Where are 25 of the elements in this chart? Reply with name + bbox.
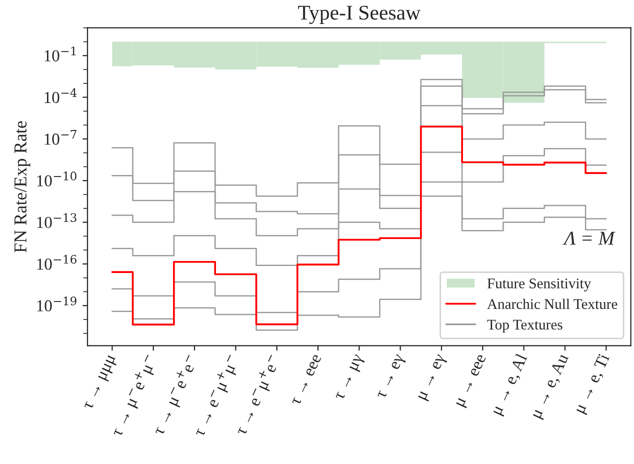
y-tick-label: 10$^{−4}$ <box>44 88 77 104</box>
legend-label: Future Sensitivity <box>487 278 592 292</box>
x-tick-label: τ → eγ <box>377 354 408 400</box>
x-tick-label: μ → eγ <box>418 354 448 402</box>
x-tick-label: τ → e$^{−}$μ$^{+}$e$^{−}$ <box>238 354 277 436</box>
x-tick-label: τ → μ$^{−}$e$^{+}$e$^{−}$ <box>155 354 194 436</box>
y-tick-label: 10$^{−7}$ <box>44 130 76 145</box>
annotation: Λ = M <box>562 232 616 245</box>
x-tick-label: μ → e, Au <box>530 352 572 420</box>
y-tick-label: 10$^{−19}$ <box>37 296 76 312</box>
legend-label: Top Textures <box>487 320 562 333</box>
y-axis-title: FN Rate/Exp Rate <box>14 121 30 252</box>
x-tick-label: μ → e, Ti <box>573 352 613 416</box>
y-tick-label: 10$^{−1}$ <box>44 46 76 62</box>
x-tick-label: μ → e, Al <box>490 352 531 417</box>
x-tick-label: μ → eee <box>456 354 490 408</box>
chart-title: Type-I Seesaw <box>298 6 421 24</box>
x-tick-label: τ → μμμ <box>84 354 119 412</box>
x-tick-label: τ → eee <box>292 354 322 406</box>
x-tick-label: τ → e$^{−}$μ$^{+}$μ$^{−}$ <box>196 354 239 438</box>
legend-label: Anarchic Null Texture <box>487 298 618 309</box>
y-tick-label: 10$^{−10}$ <box>37 172 76 186</box>
y-tick-label: 10$^{−16}$ <box>37 254 76 270</box>
x-tick-label: τ → μγ <box>336 354 366 402</box>
y-tick-label: 10$^{−13}$ <box>37 213 76 228</box>
